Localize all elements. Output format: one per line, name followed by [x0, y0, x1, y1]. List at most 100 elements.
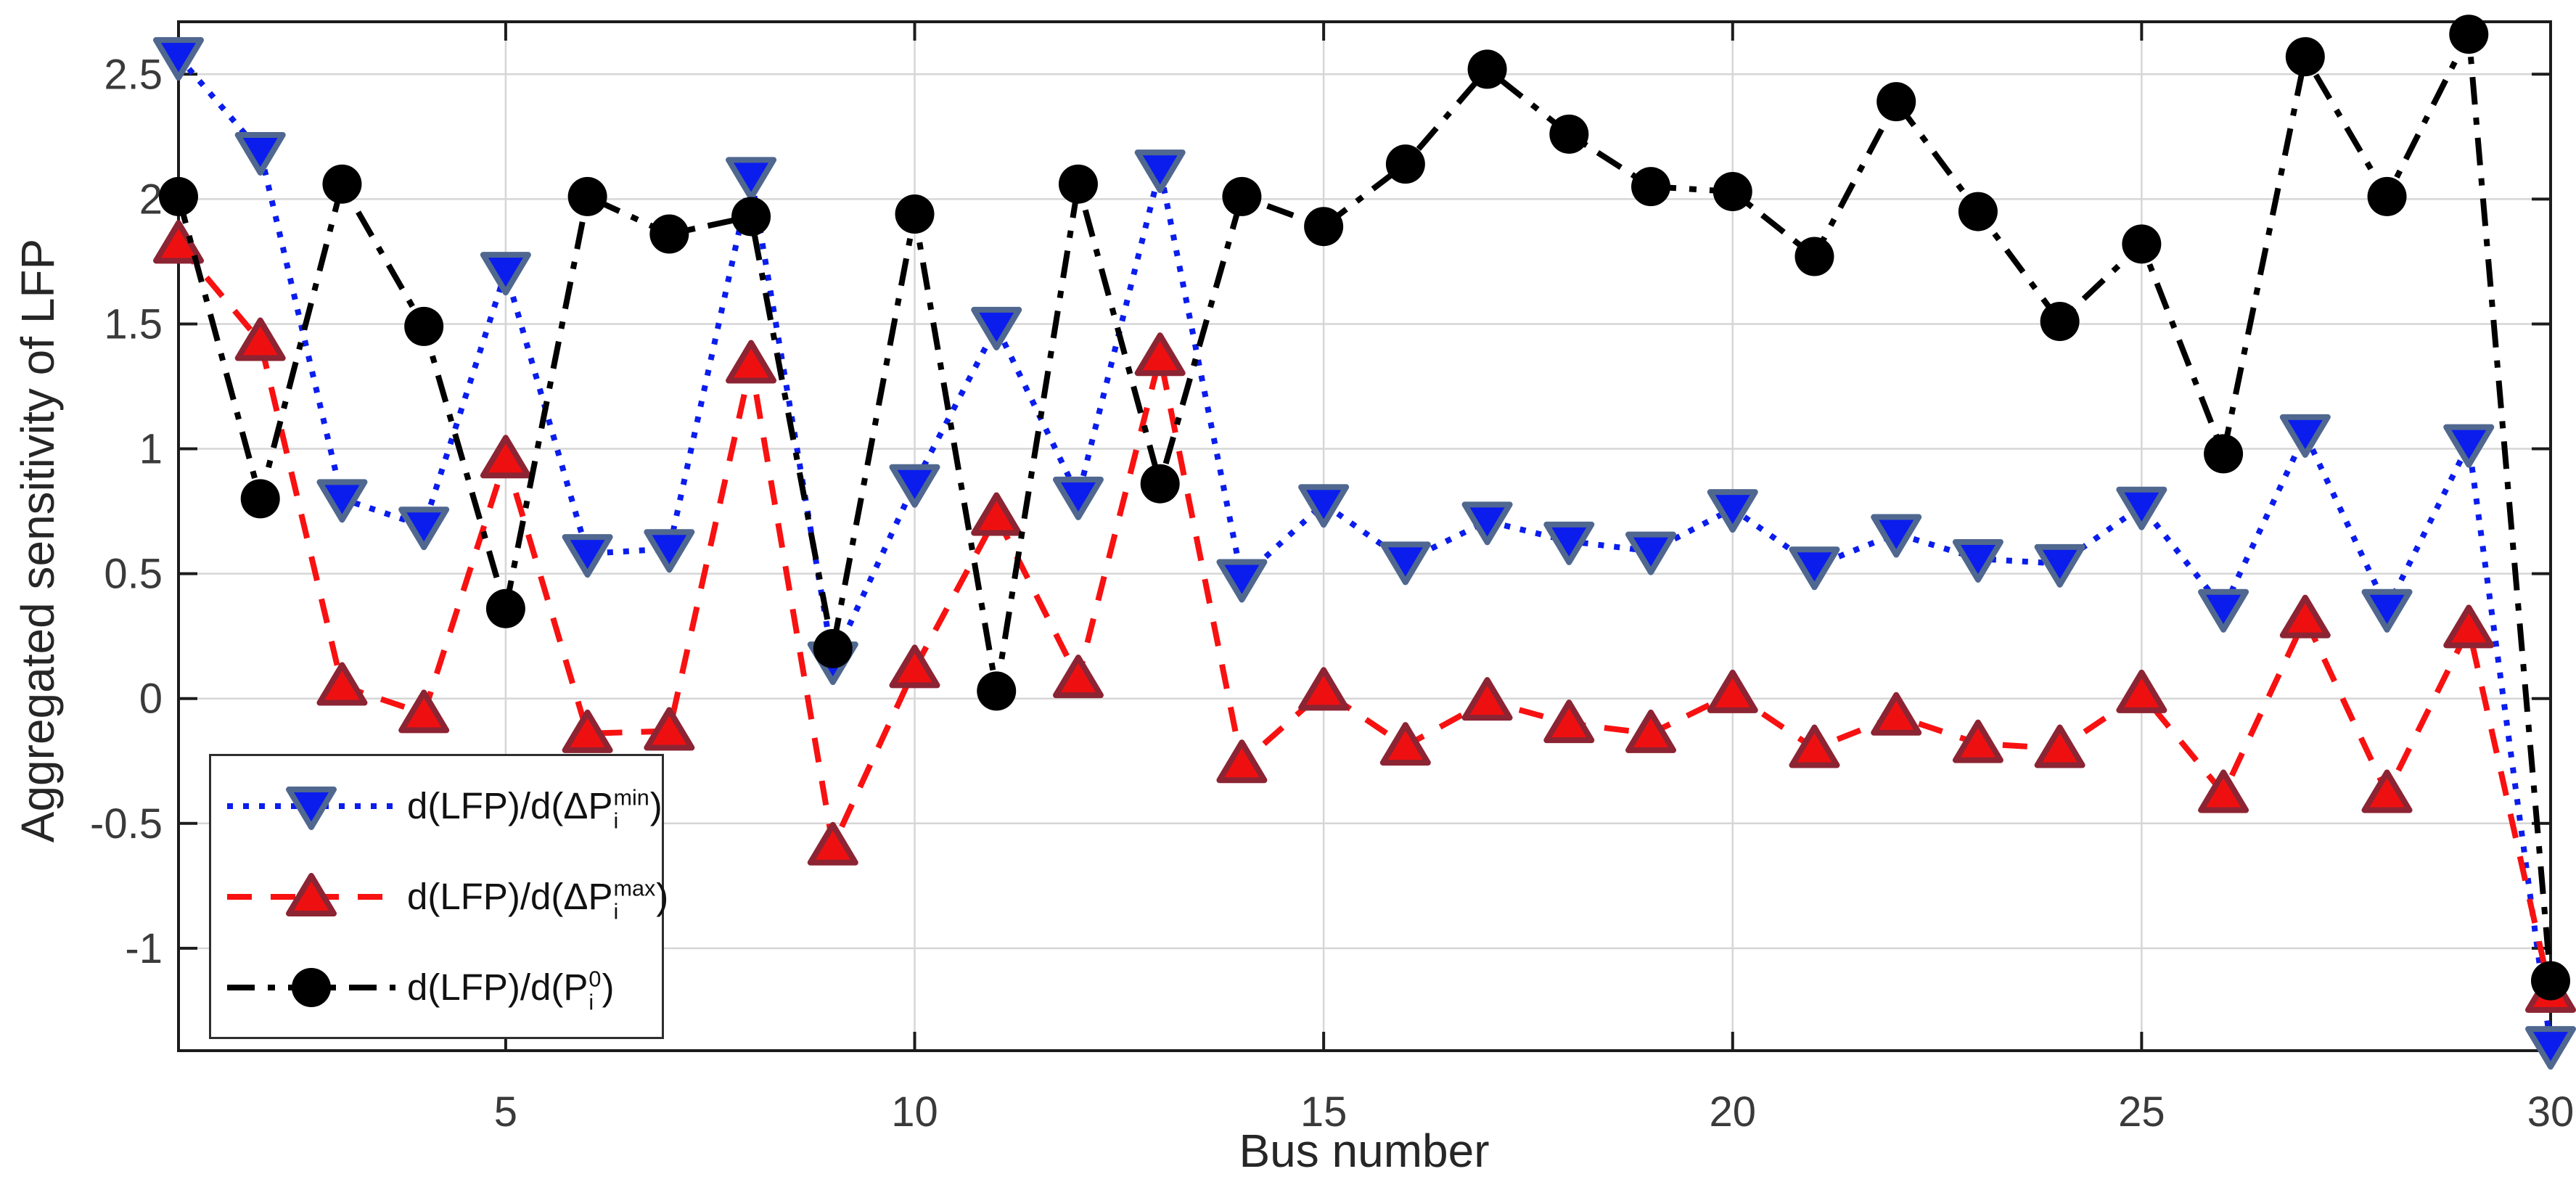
marker-dlfp-dp0 — [1304, 207, 1344, 247]
legend-sample-line-black — [227, 967, 395, 1007]
marker-dlfp-dp0 — [322, 164, 362, 204]
marker-dlfp-dpmax — [2361, 769, 2413, 813]
marker-dlfp-dpmax — [480, 435, 531, 479]
y-tick-label: 2.5 — [104, 51, 163, 98]
marker-dlfp-dp0 — [1794, 237, 1834, 276]
marker-dlfp-dpmin — [234, 131, 286, 176]
series-line-dlfp-dpmin — [176, 54, 2554, 1046]
marker-dlfp-dpmin — [726, 157, 777, 201]
legend-label-symbol: ΔP — [563, 876, 613, 917]
marker-dlfp-dpmin — [480, 252, 531, 296]
legend-sample-line-blue — [227, 786, 395, 830]
legend-item-dlfp-dpmin: d(LFP)/d(ΔP min i) — [224, 763, 663, 849]
marker-dlfp-dp0 — [1876, 82, 1916, 122]
legend-label-prefix: d(LFP)/d( — [407, 876, 564, 917]
x-tick-label: 15 — [1300, 1088, 1348, 1136]
legend-label-suffix: ) — [602, 966, 615, 1008]
series-dlfp-dp0 — [159, 15, 2570, 1001]
marker-dlfp-dpmin — [562, 534, 613, 578]
marker-dlfp-dpmax — [1789, 724, 1840, 768]
marker-dlfp-dp0 — [2122, 224, 2162, 264]
marker-dlfp-dpmin — [1379, 541, 1431, 586]
marker-dlfp-dpmax — [1543, 699, 1595, 744]
marker-dlfp-dpmax — [153, 220, 204, 264]
marker-dlfp-dp0 — [2531, 961, 2570, 1001]
series-dlfp-dpmin — [153, 37, 2576, 1070]
marker-dlfp-dpmax — [316, 662, 368, 706]
legend-label-sub: i — [588, 990, 594, 1015]
marker-dlfp-dp0 — [567, 176, 607, 216]
marker-dlfp-dpmax — [1216, 739, 1268, 784]
marker-dlfp-dpmin — [316, 479, 368, 523]
legend-sample-line-red — [227, 872, 395, 916]
marker-dlfp-dp0 — [649, 214, 689, 254]
marker-dlfp-dp0 — [1958, 192, 1998, 231]
marker-dlfp-dpmin — [1134, 149, 1186, 194]
marker-dlfp-dpmax — [2198, 769, 2249, 813]
x-axis-label: Bus number — [1239, 1125, 1490, 1177]
marker-dlfp-dpmin — [2443, 424, 2495, 468]
marker-dlfp-dpmax — [644, 707, 695, 751]
legend-label-sup: min — [613, 785, 649, 810]
marker-dlfp-dpmax — [726, 340, 777, 384]
x-tick-label: 20 — [1710, 1088, 1757, 1136]
axes-box — [177, 20, 2552, 1052]
marker-dlfp-dp0 — [2204, 434, 2244, 474]
legend-label-prefix: d(LFP)/d( — [407, 785, 564, 826]
y-tick-label: -0.5 — [90, 800, 163, 847]
y-tick-label: 0 — [139, 676, 163, 723]
legend-item-dlfp-dp0: d(LFP)/d(P 0 i) — [224, 945, 655, 1030]
marker-dlfp-dp0 — [1467, 49, 1507, 89]
legend-label-dlfp-dpmax: d(LFP)/d(ΔP max i) — [407, 874, 668, 923]
marker-dlfp-dpmin — [644, 529, 695, 573]
marker-dlfp-dpmax — [1134, 332, 1186, 377]
marker-dlfp-dpmin — [2116, 486, 2167, 530]
y-tick-label: 0.5 — [104, 551, 163, 598]
marker-dlfp-dpmax — [1052, 654, 1104, 699]
legend-sample-group — [227, 967, 395, 1007]
y-axis-label: Aggregated sensitivity of LFP — [12, 238, 64, 843]
marker-dlfp-dpmin — [398, 506, 450, 551]
marker-dlfp-dpmax — [398, 689, 450, 734]
y-tick-label: 2 — [139, 176, 163, 223]
marker-dlfp-dp0 — [1385, 144, 1425, 184]
marker-dlfp-dpmin — [1625, 531, 1677, 575]
legend-label-dlfp-dp0: d(LFP)/d(P 0 i) — [407, 964, 615, 1014]
tick-label-group: 2.5 2 1.5 1 0.5 0 -0.5 -1 5 10 15 20 25 30 — [90, 51, 2574, 1136]
marker-dlfp-dpmax — [889, 644, 940, 689]
marker-dlfp-dpmin — [2279, 414, 2331, 458]
marker-dlfp-dpmax — [1461, 677, 1513, 721]
marker-dlfp-dp0 — [240, 479, 280, 519]
marker-dlfp-dpmax — [2034, 724, 2085, 768]
marker-dlfp-dpmax — [562, 709, 613, 753]
legend-sample-marker — [286, 872, 337, 916]
marker-dlfp-dp0 — [1058, 164, 1098, 204]
x-tick-label: 5 — [494, 1088, 517, 1136]
marker-dlfp-dpmin — [2198, 588, 2249, 633]
marker-dlfp-dpmin — [2525, 1026, 2576, 1070]
marker-dlfp-dpmin — [1298, 484, 1350, 528]
legend: d(LFP)/d(ΔP min i) d(LFP)/d(ΔP max i) d(LFP)… — [209, 754, 668, 1039]
marker-dlfp-dp0 — [159, 176, 198, 216]
marker-dlfp-dpmin — [1789, 546, 1840, 591]
marker-dlfp-dpmax — [971, 492, 1022, 536]
legend-label-suffix: ) — [649, 785, 663, 826]
legend-sample-marker — [286, 786, 337, 830]
legend-label-prefix: d(LFP)/d( — [407, 966, 564, 1008]
marker-dlfp-dpmax — [1298, 667, 1350, 711]
marker-dlfp-dp0 — [404, 306, 444, 346]
marker-dlfp-dpmax — [2116, 669, 2167, 713]
marker-dlfp-dpmin — [1871, 514, 1922, 558]
marker-dlfp-dpmax — [1379, 722, 1431, 766]
legend-sample-marker — [292, 967, 331, 1007]
marker-dlfp-dpmin — [1707, 489, 1758, 533]
marker-dlfp-dp0 — [813, 628, 853, 668]
legend-label-symbol: P — [563, 966, 588, 1008]
legend-item-dlfp-dpmax: d(LFP)/d(ΔP max i) — [224, 854, 668, 940]
marker-dlfp-dpmax — [2443, 604, 2495, 649]
y-tick-label: -1 — [125, 925, 163, 972]
marker-dlfp-dpmin — [2361, 588, 2413, 633]
